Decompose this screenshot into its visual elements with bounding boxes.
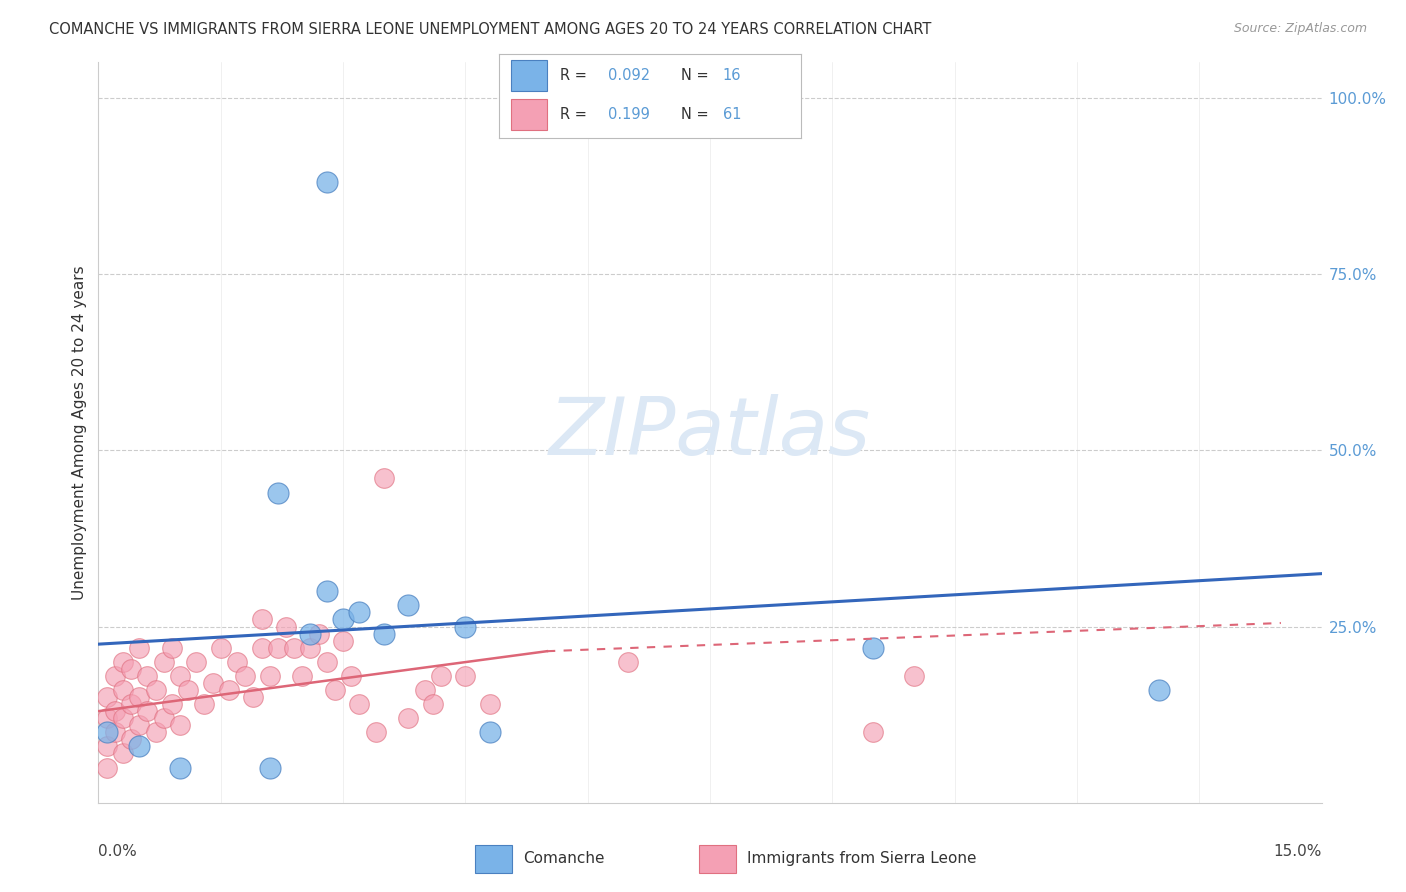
Point bbox=[160, 697, 183, 711]
Point bbox=[120, 732, 142, 747]
Point bbox=[617, 655, 640, 669]
Point bbox=[96, 690, 118, 704]
Point bbox=[128, 640, 150, 655]
Point bbox=[209, 640, 232, 655]
Point bbox=[226, 655, 249, 669]
Point bbox=[862, 725, 884, 739]
Point bbox=[396, 711, 419, 725]
Text: Source: ZipAtlas.com: Source: ZipAtlas.com bbox=[1233, 22, 1367, 36]
Point bbox=[96, 739, 118, 754]
Bar bbox=[512, 61, 547, 91]
Point bbox=[478, 697, 501, 711]
Point bbox=[340, 669, 363, 683]
Point bbox=[152, 655, 174, 669]
Point bbox=[96, 711, 118, 725]
Point bbox=[111, 683, 134, 698]
Point bbox=[315, 175, 337, 189]
Point bbox=[169, 718, 191, 732]
Point bbox=[111, 711, 134, 725]
Point bbox=[315, 655, 337, 669]
Point bbox=[862, 640, 884, 655]
Text: 0.092: 0.092 bbox=[607, 68, 650, 83]
Point bbox=[193, 697, 215, 711]
Point bbox=[250, 612, 273, 626]
Point bbox=[259, 760, 281, 774]
Point bbox=[242, 690, 264, 704]
Text: Immigrants from Sierra Leone: Immigrants from Sierra Leone bbox=[747, 851, 977, 866]
Point bbox=[259, 669, 281, 683]
Point bbox=[136, 669, 159, 683]
Point bbox=[201, 676, 224, 690]
Point bbox=[104, 725, 127, 739]
Point bbox=[128, 690, 150, 704]
Point bbox=[373, 471, 395, 485]
Point bbox=[413, 683, 436, 698]
Bar bbox=[512, 99, 547, 130]
Text: R =: R = bbox=[560, 107, 591, 121]
Point bbox=[160, 640, 183, 655]
Point bbox=[250, 640, 273, 655]
Point bbox=[169, 669, 191, 683]
Point bbox=[111, 747, 134, 761]
Point bbox=[120, 662, 142, 676]
Text: 15.0%: 15.0% bbox=[1274, 844, 1322, 858]
Point bbox=[128, 718, 150, 732]
Point bbox=[299, 640, 322, 655]
Text: 0.0%: 0.0% bbox=[98, 844, 138, 858]
Point bbox=[1147, 683, 1170, 698]
Point bbox=[478, 725, 501, 739]
Point bbox=[349, 606, 371, 620]
Point bbox=[364, 725, 387, 739]
Text: ZIPatlas: ZIPatlas bbox=[548, 393, 872, 472]
Text: COMANCHE VS IMMIGRANTS FROM SIERRA LEONE UNEMPLOYMENT AMONG AGES 20 TO 24 YEARS : COMANCHE VS IMMIGRANTS FROM SIERRA LEONE… bbox=[49, 22, 932, 37]
Point bbox=[349, 697, 371, 711]
Point bbox=[96, 725, 118, 739]
Point bbox=[169, 760, 191, 774]
Point bbox=[186, 655, 208, 669]
Text: Comanche: Comanche bbox=[523, 851, 605, 866]
Point bbox=[422, 697, 444, 711]
Text: 61: 61 bbox=[723, 107, 741, 121]
Point bbox=[218, 683, 240, 698]
Point bbox=[111, 655, 134, 669]
Point bbox=[152, 711, 174, 725]
Point bbox=[267, 485, 290, 500]
Point bbox=[396, 599, 419, 613]
Point bbox=[323, 683, 346, 698]
Bar bbox=[699, 845, 737, 872]
Point bbox=[373, 626, 395, 640]
Point bbox=[308, 626, 330, 640]
Point bbox=[128, 739, 150, 754]
Point bbox=[291, 669, 314, 683]
Point bbox=[283, 640, 305, 655]
Text: 0.199: 0.199 bbox=[607, 107, 650, 121]
Point bbox=[274, 619, 297, 633]
Text: N =: N = bbox=[681, 68, 713, 83]
Point bbox=[332, 633, 354, 648]
Point bbox=[332, 612, 354, 626]
Point bbox=[177, 683, 200, 698]
Point bbox=[267, 640, 290, 655]
Text: 16: 16 bbox=[723, 68, 741, 83]
Point bbox=[136, 704, 159, 718]
Y-axis label: Unemployment Among Ages 20 to 24 years: Unemployment Among Ages 20 to 24 years bbox=[72, 265, 87, 600]
Point bbox=[299, 626, 322, 640]
Point bbox=[104, 669, 127, 683]
Text: R =: R = bbox=[560, 68, 591, 83]
Point bbox=[315, 584, 337, 599]
Point bbox=[145, 725, 167, 739]
Point bbox=[454, 619, 477, 633]
Point bbox=[104, 704, 127, 718]
Point bbox=[233, 669, 256, 683]
Point bbox=[120, 697, 142, 711]
Point bbox=[454, 669, 477, 683]
Text: N =: N = bbox=[681, 107, 713, 121]
Point bbox=[903, 669, 925, 683]
Bar bbox=[475, 845, 512, 872]
Point bbox=[96, 760, 118, 774]
Point bbox=[430, 669, 453, 683]
Point bbox=[145, 683, 167, 698]
